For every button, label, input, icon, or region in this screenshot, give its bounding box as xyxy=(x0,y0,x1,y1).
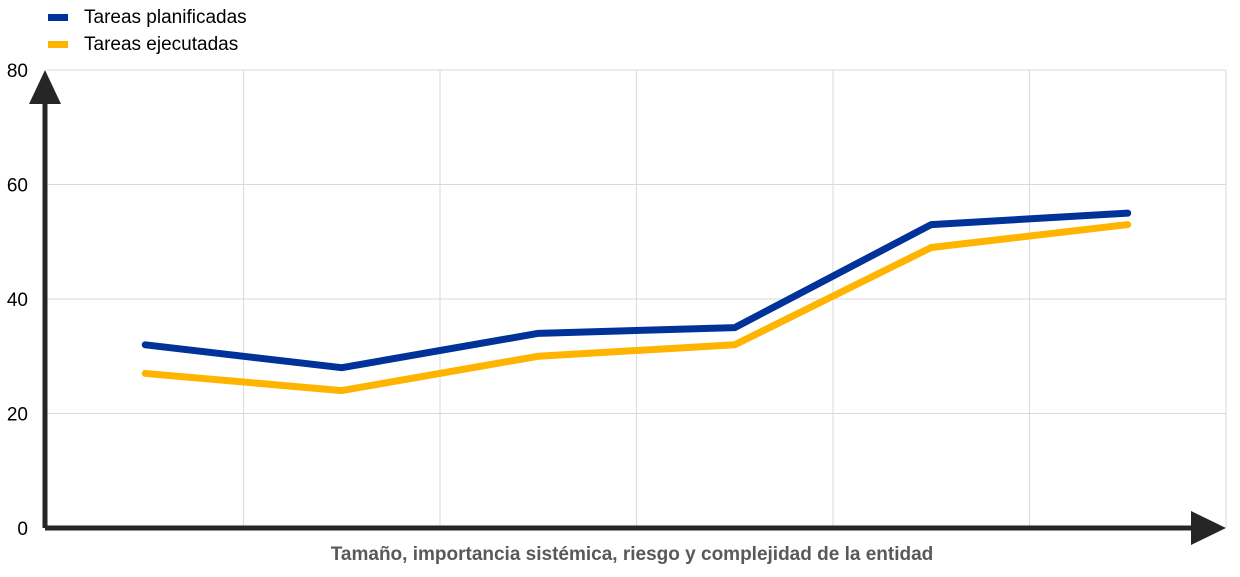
data-point-0-1 xyxy=(341,367,343,369)
y-tick-label-2: 40 xyxy=(7,290,28,311)
data-point-0-2 xyxy=(537,332,539,334)
x-axis-arrow-icon xyxy=(1191,511,1226,545)
legend: Tareas planificadas Tareas ejecutadas xyxy=(48,4,247,58)
data-point-0-3 xyxy=(734,327,736,329)
y-tick-label-0: 0 xyxy=(17,519,28,540)
y-tick-label-3: 60 xyxy=(7,176,28,197)
legend-label-executed: Tareas ejecutadas xyxy=(84,33,239,55)
series-line-1 xyxy=(141,221,1132,395)
series-layer xyxy=(141,209,1132,395)
axis-layer xyxy=(29,70,1226,545)
legend-label-planned: Tareas planificadas xyxy=(84,6,247,28)
data-point-1-3 xyxy=(734,344,736,346)
data-point-0-5 xyxy=(1127,212,1129,214)
y-tick-label-4: 80 xyxy=(7,61,28,82)
data-point-1-1 xyxy=(341,390,343,392)
legend-item-executed: Tareas ejecutadas xyxy=(48,31,247,58)
grid-layer xyxy=(47,69,1227,528)
y-axis-arrow-icon xyxy=(29,70,61,104)
legend-item-planned: Tareas planificadas xyxy=(48,4,247,31)
data-point-1-5 xyxy=(1127,224,1129,226)
series-line-0 xyxy=(141,209,1132,372)
legend-swatch-planned xyxy=(48,14,68,21)
x-axis-title: Tamaño, importancia sistémica, riesgo y … xyxy=(330,544,934,565)
tick-layer: 0 20 40 60 80 xyxy=(7,61,28,540)
data-point-1-0 xyxy=(144,372,146,374)
y-tick-label-1: 20 xyxy=(7,405,28,426)
legend-swatch-executed xyxy=(48,41,68,48)
data-point-1-2 xyxy=(537,355,539,357)
data-point-0-0 xyxy=(144,344,146,346)
data-point-0-4 xyxy=(930,224,932,226)
data-point-1-4 xyxy=(930,246,932,248)
